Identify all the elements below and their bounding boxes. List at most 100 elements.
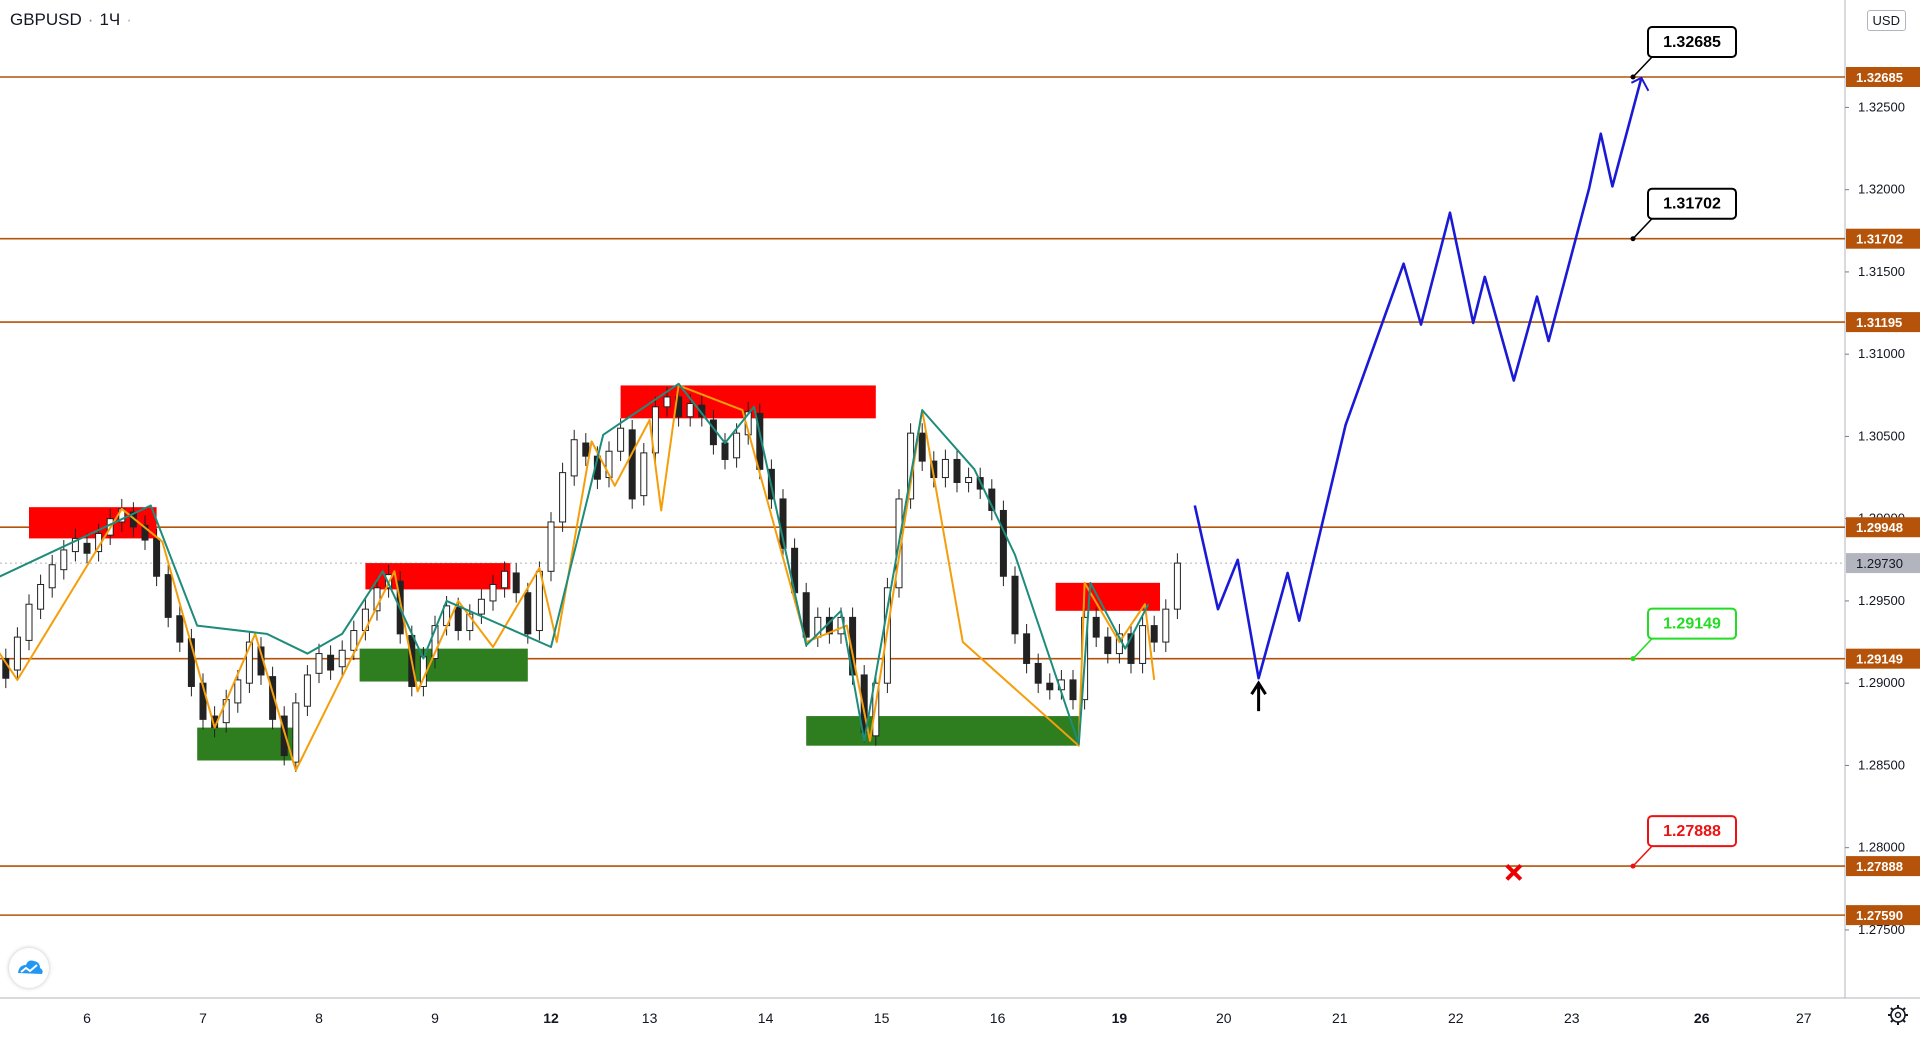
candle xyxy=(733,432,741,459)
more-dot-icon: · xyxy=(126,10,132,29)
level-price-tag xyxy=(1846,312,1920,333)
candle xyxy=(605,450,613,479)
candle xyxy=(651,406,659,454)
candle xyxy=(999,509,1007,577)
candle xyxy=(141,524,149,541)
current-price-label: 1.29730 xyxy=(1856,556,1903,571)
candle xyxy=(802,592,810,638)
level-price-tag xyxy=(1846,228,1920,249)
candle xyxy=(860,674,868,734)
level-price-tag xyxy=(1846,67,1920,87)
candle xyxy=(512,572,520,594)
level-price-label: 1.31702 xyxy=(1856,232,1903,247)
zigzag-orange-line xyxy=(0,384,1156,772)
candle xyxy=(477,598,485,615)
x-tick-label: 8 xyxy=(315,1010,323,1026)
y-tick-label: 1.30500 xyxy=(1858,428,1905,443)
candle xyxy=(721,442,729,460)
candle xyxy=(338,649,346,668)
tradingview-logo-icon[interactable] xyxy=(9,948,49,988)
candle xyxy=(1046,682,1054,691)
candle xyxy=(280,715,288,757)
candle xyxy=(60,549,68,571)
y-tick-label: 1.29500 xyxy=(1858,593,1905,608)
x-tick-label: 15 xyxy=(874,1010,890,1026)
candle xyxy=(1092,616,1100,638)
level-price-label: 1.27590 xyxy=(1856,908,1903,923)
candle xyxy=(1139,625,1147,664)
projection-path xyxy=(1193,77,1643,680)
candle xyxy=(953,458,961,483)
candle xyxy=(489,583,497,602)
y-tick-label: 1.31500 xyxy=(1858,264,1905,279)
candle xyxy=(245,641,253,684)
price-callout: 1.27888 xyxy=(1630,815,1737,869)
candle xyxy=(187,638,195,687)
x-tick-label: 26 xyxy=(1694,1010,1710,1026)
y-tick-label: 1.31000 xyxy=(1858,346,1905,361)
level-price-label: 1.32685 xyxy=(1856,70,1903,85)
price-callout: 1.32685 xyxy=(1630,26,1737,80)
symbol-title[interactable]: GBPUSD · 1Ч · xyxy=(10,10,132,30)
candle xyxy=(269,676,277,720)
x-tick-label: 6 xyxy=(83,1010,91,1026)
y-tick-label: 1.28000 xyxy=(1858,840,1905,855)
y-tick-label: 1.28500 xyxy=(1858,757,1905,772)
x-tick-label: 21 xyxy=(1332,1010,1348,1026)
candle xyxy=(965,477,973,483)
candle xyxy=(1069,679,1077,701)
level-price-label: 1.29948 xyxy=(1856,520,1903,535)
candle xyxy=(582,442,590,457)
candle xyxy=(1127,633,1135,664)
candle xyxy=(164,574,172,618)
candle xyxy=(431,625,439,660)
candle xyxy=(176,615,184,643)
candle xyxy=(71,537,79,553)
candle xyxy=(303,674,311,707)
candle xyxy=(628,429,636,500)
candle xyxy=(13,636,21,671)
y-tick-label: 1.32500 xyxy=(1858,99,1905,114)
x-tick-label: 14 xyxy=(758,1010,774,1026)
x-tick-label: 12 xyxy=(543,1010,559,1026)
y-tick-label: 1.29000 xyxy=(1858,675,1905,690)
currency-badge[interactable]: USD xyxy=(1866,10,1906,31)
candle xyxy=(1150,625,1158,643)
x-tick-label: 9 xyxy=(431,1010,439,1026)
demand-zone xyxy=(359,648,528,682)
y-tick-label: 1.32000 xyxy=(1858,182,1905,197)
candle xyxy=(686,403,694,418)
settings-gear-icon[interactable] xyxy=(1886,1003,1910,1027)
x-tick-label: 22 xyxy=(1448,1010,1464,1026)
long-arrow-up-icon xyxy=(1250,680,1267,712)
callout-label: 1.29149 xyxy=(1663,616,1721,633)
candle xyxy=(153,537,161,577)
x-tick-label: 20 xyxy=(1216,1010,1232,1026)
candle xyxy=(941,458,949,479)
callout-label: 1.27888 xyxy=(1663,823,1721,840)
x-tick-label: 23 xyxy=(1564,1010,1580,1026)
symbol-name: GBPUSD xyxy=(10,10,82,29)
candle xyxy=(48,564,56,589)
interval-label: 1Ч xyxy=(99,10,121,29)
candle xyxy=(83,542,91,554)
x-tick-label: 19 xyxy=(1112,1010,1128,1026)
price-callout: 1.29149 xyxy=(1630,607,1737,662)
level-price-tag xyxy=(1846,648,1920,669)
projection-arrowhead xyxy=(1630,76,1650,92)
candle xyxy=(559,472,567,523)
candle xyxy=(501,570,509,589)
candle xyxy=(1162,608,1170,643)
candle xyxy=(756,412,764,470)
candle xyxy=(315,653,323,674)
level-price-tag xyxy=(1846,856,1920,877)
price-callout: 1.31702 xyxy=(1630,187,1737,242)
level-price-label: 1.27888 xyxy=(1856,859,1903,874)
candle xyxy=(234,679,242,704)
candle xyxy=(350,630,358,651)
candle xyxy=(570,439,578,477)
candle xyxy=(1104,636,1112,655)
candle xyxy=(1023,633,1031,664)
